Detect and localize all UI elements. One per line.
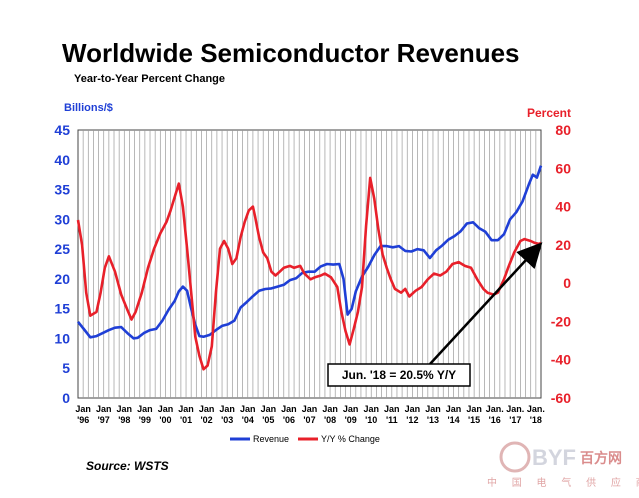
x-tick-label: Jan '12 xyxy=(405,404,421,425)
right-tick-label: 40 xyxy=(555,199,571,215)
left-tick-label: 15 xyxy=(54,301,70,317)
right-axis-ticks: -60 -40 -20 0 20 40 60 80 xyxy=(551,122,571,406)
legend: Revenue Y/Y % Change xyxy=(230,434,380,444)
legend-label-revenue: Revenue xyxy=(253,434,289,444)
x-tick-label: Jan '08 xyxy=(322,404,338,425)
left-tick-label: 40 xyxy=(54,152,70,168)
x-tick-label: Jan '98 xyxy=(117,404,133,425)
x-tick-label: Jan '96 xyxy=(75,404,91,425)
x-tick-label: Jan '97 xyxy=(96,404,112,425)
right-tick-label: -20 xyxy=(551,313,571,329)
left-tick-label: 20 xyxy=(54,271,70,287)
x-tick-label: Jan '06 xyxy=(281,404,297,425)
x-tick-label: Jan '14 xyxy=(446,404,462,425)
x-tick-label: Jan '11 xyxy=(384,404,400,425)
watermark-brand-cn: 百方网 xyxy=(580,450,622,466)
right-tick-label: 80 xyxy=(555,122,571,138)
right-tick-label: 0 xyxy=(563,275,571,291)
chart-subtitle: Year-to-Year Percent Change xyxy=(74,73,225,85)
right-axis-unit: Percent xyxy=(527,106,571,120)
x-tick-label: Jan '05 xyxy=(261,404,277,425)
watermark-brand: BYF xyxy=(532,445,576,470)
left-tick-label: 35 xyxy=(54,182,70,198)
series-line-yoy-change xyxy=(76,176,542,371)
right-tick-label: 20 xyxy=(555,237,571,253)
x-tick-label: Jan '10 xyxy=(363,404,379,425)
right-tick-label: -40 xyxy=(551,352,571,368)
annotation-text: Jun. '18 = 20.5% Y/Y xyxy=(342,368,456,382)
left-axis-ticks: 0 5 10 15 20 25 30 35 40 45 xyxy=(54,122,70,406)
annotation-arrow xyxy=(429,242,543,365)
chart-title: Worldwide Semiconductor Revenues xyxy=(62,38,520,68)
x-tick-label: Jan '01 xyxy=(178,404,194,425)
x-tick-label: Jan '99 xyxy=(137,404,153,425)
annotation-box xyxy=(327,363,471,387)
watermark-circle-icon xyxy=(499,441,531,473)
right-tick-label: 60 xyxy=(555,160,571,176)
left-tick-label: 45 xyxy=(54,122,70,138)
right-tick-label: -60 xyxy=(551,390,571,406)
x-tick-label: Jan '04 xyxy=(240,404,256,425)
legend-label-yoy: Y/Y % Change xyxy=(321,434,380,444)
x-tick-label: Jan '03 xyxy=(219,404,235,425)
x-tick-label: Jan '13 xyxy=(425,404,441,425)
x-tick-label: Jan '07 xyxy=(302,404,318,425)
x-tick-label: Jan '00 xyxy=(158,404,174,425)
source-note: Source: WSTS xyxy=(86,459,169,473)
watermark-logo: BYF 百方网 中 国 电 气 供 应 商 xyxy=(487,441,639,489)
series-line-revenue xyxy=(76,165,543,340)
watermark-tagline: 中 国 电 气 供 应 商 xyxy=(487,476,639,489)
left-tick-label: 30 xyxy=(54,211,70,227)
x-tick-label: Jan. '16 xyxy=(486,404,504,425)
vertical-gridlines xyxy=(82,130,537,398)
left-axis-unit: Billions/$ xyxy=(64,102,113,114)
left-tick-label: 5 xyxy=(62,360,70,376)
x-tick-label: Jan '15 xyxy=(466,404,482,425)
left-tick-label: 0 xyxy=(62,390,70,406)
x-tick-label: Jan. '17 xyxy=(506,404,524,425)
left-tick-label: 10 xyxy=(54,330,70,346)
x-tick-label: Jan '09 xyxy=(343,404,359,425)
x-tick-label: Jan '02 xyxy=(199,404,215,425)
left-tick-label: 25 xyxy=(54,241,70,257)
x-tick-label: Jan. '18 xyxy=(527,404,545,425)
